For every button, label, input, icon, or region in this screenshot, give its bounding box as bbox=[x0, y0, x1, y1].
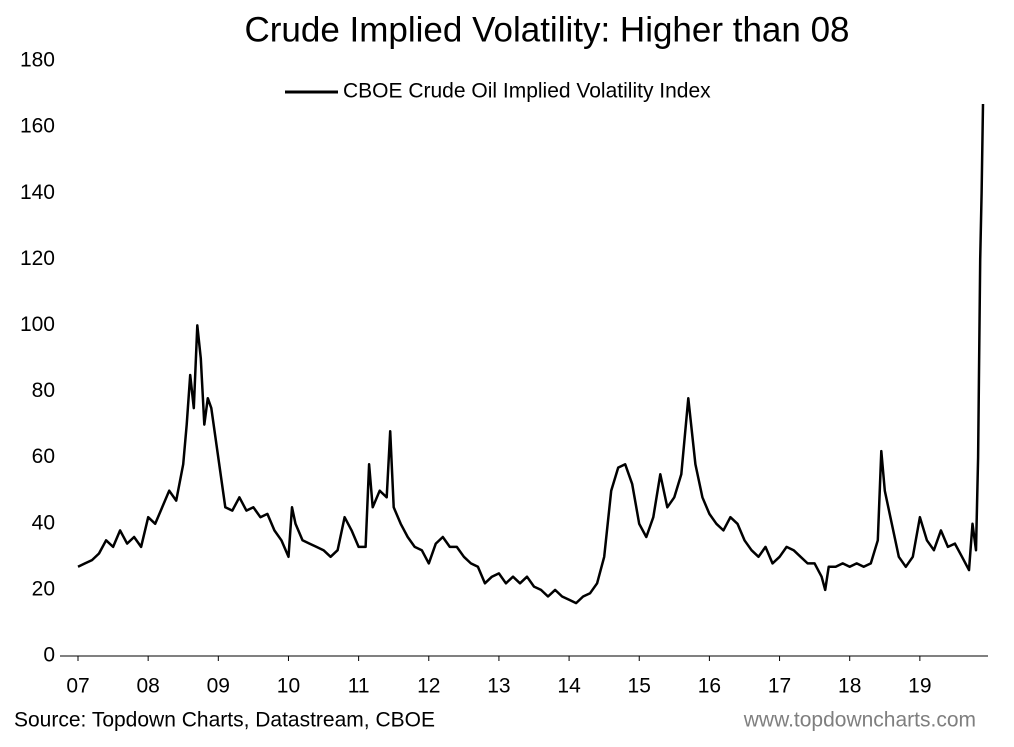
y-tick-label: 60 bbox=[32, 445, 55, 468]
y-tick-label: 180 bbox=[20, 49, 55, 72]
x-tick-label: 15 bbox=[628, 675, 651, 698]
y-tick-label: 80 bbox=[32, 379, 55, 402]
y-tick-label: 0 bbox=[43, 644, 55, 667]
x-tick-label: 17 bbox=[768, 675, 791, 698]
x-tick-label: 10 bbox=[277, 675, 300, 698]
x-tick-label: 07 bbox=[66, 675, 89, 698]
x-tick-label: 14 bbox=[557, 675, 581, 698]
y-tick-label: 120 bbox=[20, 247, 55, 270]
x-tick-label: 12 bbox=[417, 675, 440, 698]
website: www.topdowncharts.com bbox=[743, 709, 976, 732]
line bbox=[77, 103, 985, 605]
y-tick-label: 140 bbox=[20, 181, 55, 204]
source: Source: Topdown Charts, Datastream, CBOE bbox=[14, 709, 435, 732]
legend-label: CBOE Crude Oil Implied Volatility Index bbox=[343, 80, 711, 103]
x-tick-label: 09 bbox=[207, 675, 230, 698]
x-tick-label: 16 bbox=[698, 675, 721, 698]
x-tick-label: 19 bbox=[908, 675, 931, 698]
chart-title: Crude Implied Volatility: Higher than 08 bbox=[244, 10, 849, 49]
x-tick-label: 08 bbox=[136, 675, 159, 698]
y-tick-label: 20 bbox=[32, 577, 55, 600]
y-tick-label: 40 bbox=[32, 511, 55, 534]
x-tick-label: 11 bbox=[348, 675, 370, 698]
x-tick-label: 18 bbox=[838, 675, 861, 698]
y-tick-label: 100 bbox=[20, 313, 55, 336]
y-tick-label: 160 bbox=[20, 115, 55, 138]
x-tick-label: 13 bbox=[487, 675, 510, 698]
